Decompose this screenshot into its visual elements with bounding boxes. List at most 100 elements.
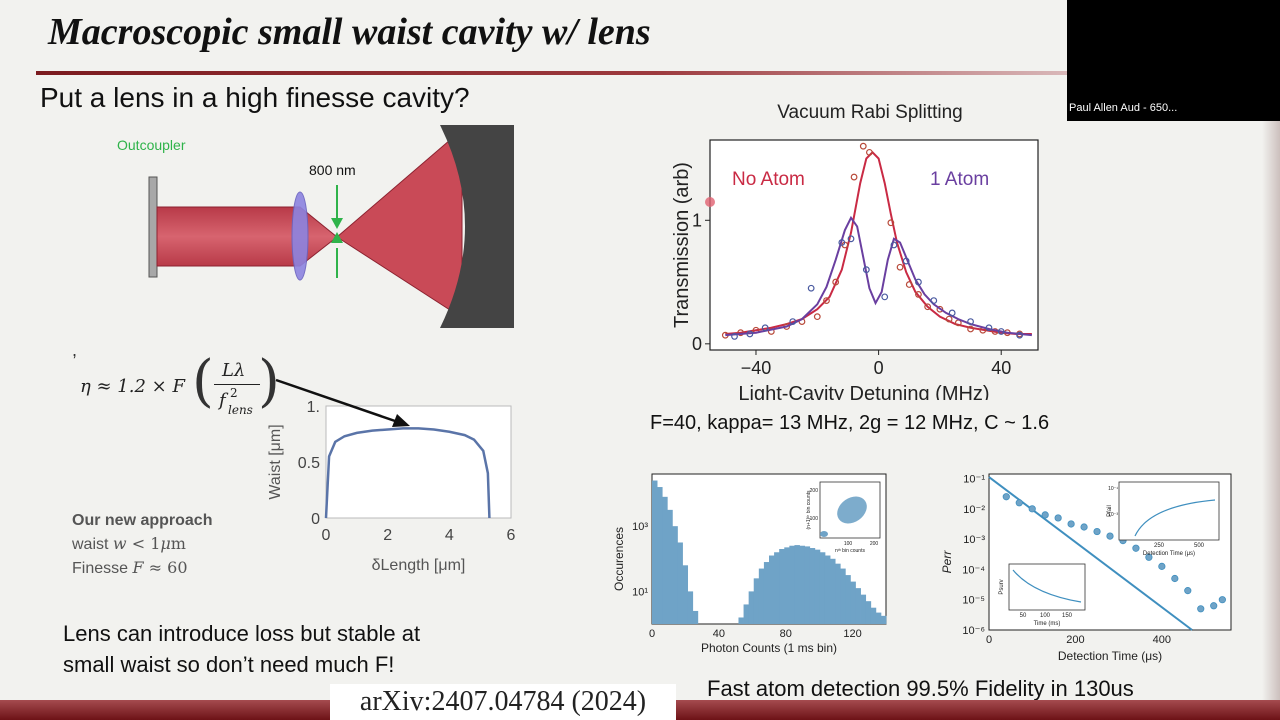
- formula-to-peak-arrow: [275, 378, 410, 427]
- efficiency-formula: η ≈ 1.2 × F ( Lλ f 2 lens ): [80, 349, 280, 418]
- hist-bar: [662, 496, 668, 624]
- rabi-annotation-one-atom: 1 Atom: [930, 169, 989, 190]
- waist-x-tick: 2: [383, 527, 392, 544]
- rabi-point: [896, 263, 904, 271]
- err-y-tick: 10⁻¹: [963, 474, 985, 486]
- hist-y-label: Occurences: [612, 527, 626, 591]
- hist-bar: [840, 568, 846, 624]
- hist-bar: [870, 607, 877, 624]
- cavity-diagram: Outcoupler 800 nm: [117, 125, 514, 328]
- outcoupler-mirror: [148, 176, 158, 278]
- err-point: [1132, 544, 1140, 552]
- err-point: [1171, 574, 1179, 583]
- rabi-y-tick: 0: [692, 334, 702, 354]
- err-y-tick: 10⁻⁶: [962, 625, 985, 637]
- rabi-point: [731, 333, 738, 340]
- err-point: [1067, 520, 1075, 528]
- cavity-parameters: F=40, kappa= 13 MHz, 2g = 12 MHz, C ~ 1.…: [650, 412, 1050, 434]
- hist-inset-low-cluster: [820, 531, 828, 537]
- rabi-y-label: Transmission (arb): [671, 162, 693, 328]
- err-point: [1210, 602, 1218, 610]
- rabi-point: [866, 148, 873, 156]
- hist-x-tick: 80: [780, 628, 792, 640]
- rabi-point: [948, 309, 956, 317]
- hist-x-label: Photon Counts (1 ms bin): [701, 641, 837, 655]
- rabi-point: [746, 330, 754, 338]
- title-divider: [36, 71, 1068, 75]
- hist-bar: [753, 578, 760, 624]
- right-edge-shade: [1262, 121, 1280, 700]
- hist-bar: [667, 509, 673, 624]
- err-point: [1184, 587, 1192, 595]
- photon-count-histogram: 0 40 80 120 10¹ 10³ Photon Counts (1 ms bin) Oc…: [612, 473, 887, 655]
- err-point: [1054, 514, 1062, 522]
- waist-curve: [324, 427, 491, 519]
- hist-bar: [860, 594, 867, 624]
- rabi-point: [881, 293, 889, 301]
- err-inset-bottom-x-tick: 150: [1062, 613, 1073, 619]
- err-inset-top-y-label: Pfail: [1107, 505, 1113, 517]
- hist-inset-x-tick: 200: [870, 541, 879, 547]
- err-point: [1197, 605, 1205, 613]
- err-fit-line: [988, 476, 1193, 631]
- hist-bar: [748, 591, 755, 624]
- err-point: [1145, 553, 1153, 561]
- hist-bar: [784, 547, 790, 624]
- hist-bar: [809, 548, 816, 624]
- waist-x-tick: 6: [507, 527, 516, 544]
- rabi-point: [930, 297, 938, 304]
- hist-bar: [814, 549, 821, 624]
- waist-x-tick: 4: [445, 527, 454, 544]
- lens-note-line2: small waist so don’t need much F!: [63, 652, 395, 677]
- rabi-point: [862, 266, 870, 274]
- err-inset-bottom-x-tick: 100: [1040, 613, 1051, 619]
- waist-y-label: Waist [μm]: [267, 424, 284, 499]
- rabi-point: [967, 325, 974, 333]
- rabi-title: Vacuum Rabi Splitting: [777, 102, 963, 123]
- detection-error-chart: 10⁻⁶ 10⁻⁵ 10⁻⁴ 10⁻³ 10⁻² 10⁻¹ 0 200 400 Detection…: [940, 473, 1232, 663]
- slide-title: Macroscopic small waist cavity w/ lens: [48, 11, 651, 53]
- rabi-point: [905, 281, 913, 288]
- err-inset-bottom-x-tick: 50: [1020, 613, 1027, 619]
- hist-bar: [657, 487, 663, 624]
- hist-bar: [774, 552, 780, 624]
- vacuum-rabi-chart: Vacuum Rabi Splitting −40 0 40 0 1 Light-Cavit…: [671, 102, 1039, 400]
- hist-bar: [830, 558, 836, 624]
- approach-heading: Our new approach: [72, 512, 213, 529]
- hist-y-tick: 10³: [632, 521, 648, 533]
- waist-x-tick: 0: [322, 527, 331, 544]
- hist-bar: [769, 555, 775, 624]
- err-x-tick: 0: [986, 634, 992, 646]
- rabi-point: [847, 235, 855, 243]
- outcoupler-label: Outcoupler: [117, 137, 186, 153]
- lens: [291, 191, 309, 281]
- slide-subtitle: Put a lens in a high finesse cavity?: [40, 82, 470, 113]
- err-y-tick: 10⁻³: [963, 534, 985, 546]
- hist-bar: [799, 545, 806, 624]
- hist-bar: [865, 601, 872, 624]
- err-y-tick: 10⁻⁵: [962, 595, 985, 607]
- err-point: [1093, 527, 1101, 536]
- rabi-x-label: Light-Cavity Detuning (MHz): [738, 383, 989, 400]
- rabi-x-tick: −40: [741, 358, 772, 378]
- waist-x-label: δLength [μm]: [372, 557, 466, 574]
- arrow-line: [275, 378, 399, 424]
- approach-block: Our new approach waist w < 1μm Finesse F…: [72, 512, 272, 578]
- err-inset-bottom-frame: [1008, 563, 1086, 611]
- rabi-point: [737, 329, 745, 337]
- rabi-y-tick: 1: [692, 210, 702, 230]
- hist-bar: [855, 588, 861, 624]
- err-x-tick: 200: [1066, 634, 1084, 646]
- hist-bar: [875, 612, 882, 624]
- participant-name: Paul Allen Aud - 650...: [1069, 102, 1178, 114]
- laser-pointer-dot: [705, 197, 715, 207]
- hist-bar: [763, 562, 770, 624]
- fidelity-note: Fast atom detection 99.5% Fidelity in 13…: [707, 676, 1134, 701]
- formula-sub: lens: [228, 403, 253, 417]
- err-y-label: Perr: [940, 550, 954, 574]
- rabi-point: [985, 324, 993, 332]
- rabi-point: [887, 219, 895, 227]
- participant-video-tile[interactable]: [1067, 0, 1280, 121]
- err-point: [1015, 499, 1023, 507]
- rabi-x-tick: 0: [874, 358, 884, 378]
